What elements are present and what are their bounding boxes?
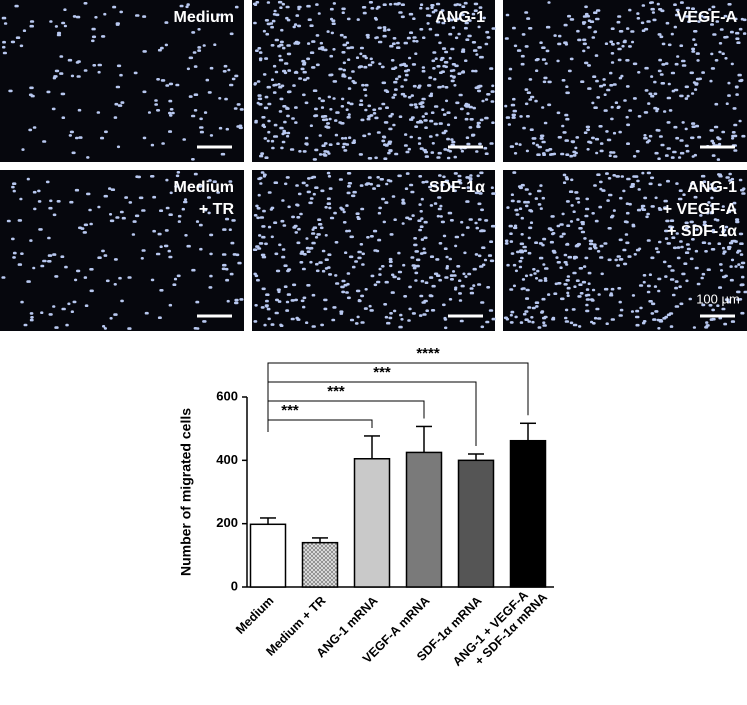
bar-chart: Number of migrated cells 0 200 400 600 Mediu…	[178, 345, 554, 680]
significance-label: ***	[373, 364, 391, 381]
y-axis-label: Number of migrated cells	[178, 408, 194, 576]
significance-label: ***	[327, 383, 345, 400]
bar	[249, 523, 287, 588]
panel-label: + VEGF-A	[663, 201, 738, 218]
bar	[509, 439, 547, 588]
cell-nuclei	[252, 171, 496, 330]
bar	[353, 458, 391, 588]
panel-label: SDF-1α	[429, 179, 485, 196]
micrograph	[0, 170, 244, 331]
panel-label: Medium	[174, 179, 234, 196]
panel-label: VEGF-A	[677, 9, 738, 26]
panel-label: Medium	[174, 9, 234, 26]
cell-nuclei	[504, 1, 747, 161]
y-tick-label: 200	[216, 515, 238, 530]
cell-nuclei	[1, 1, 244, 161]
significance-bracket	[267, 362, 529, 432]
panel-label: + SDF-1α	[667, 223, 737, 240]
micrograph-grid: Medium ANG-1 VEGF-A Medium + TR SDF-1α ANG-1 + …	[0, 0, 747, 331]
y-tick-label: 0	[231, 578, 238, 593]
significance-label: ****	[416, 345, 440, 362]
panel-label: + TR	[199, 201, 235, 218]
scale-bar-label: 100 µm	[696, 291, 740, 306]
bar	[405, 451, 443, 588]
y-tick-label: 400	[216, 452, 238, 467]
x-tick-label: ANG-1 + VEGF-A + SDF-1α mRNA	[450, 580, 550, 680]
panel-label: ANG-1	[687, 179, 737, 196]
cell-nuclei	[1, 171, 244, 330]
bar	[457, 459, 495, 588]
cell-nuclei	[503, 171, 747, 330]
significance-label: ***	[281, 402, 299, 419]
bar	[301, 541, 339, 588]
panel-label: ANG-1	[435, 9, 485, 26]
significance-bracket	[267, 419, 373, 432]
cell-nuclei	[252, 0, 496, 161]
x-tick-label: Medium	[233, 594, 276, 637]
micrograph	[0, 0, 244, 162]
y-tick-label: 600	[216, 388, 238, 403]
